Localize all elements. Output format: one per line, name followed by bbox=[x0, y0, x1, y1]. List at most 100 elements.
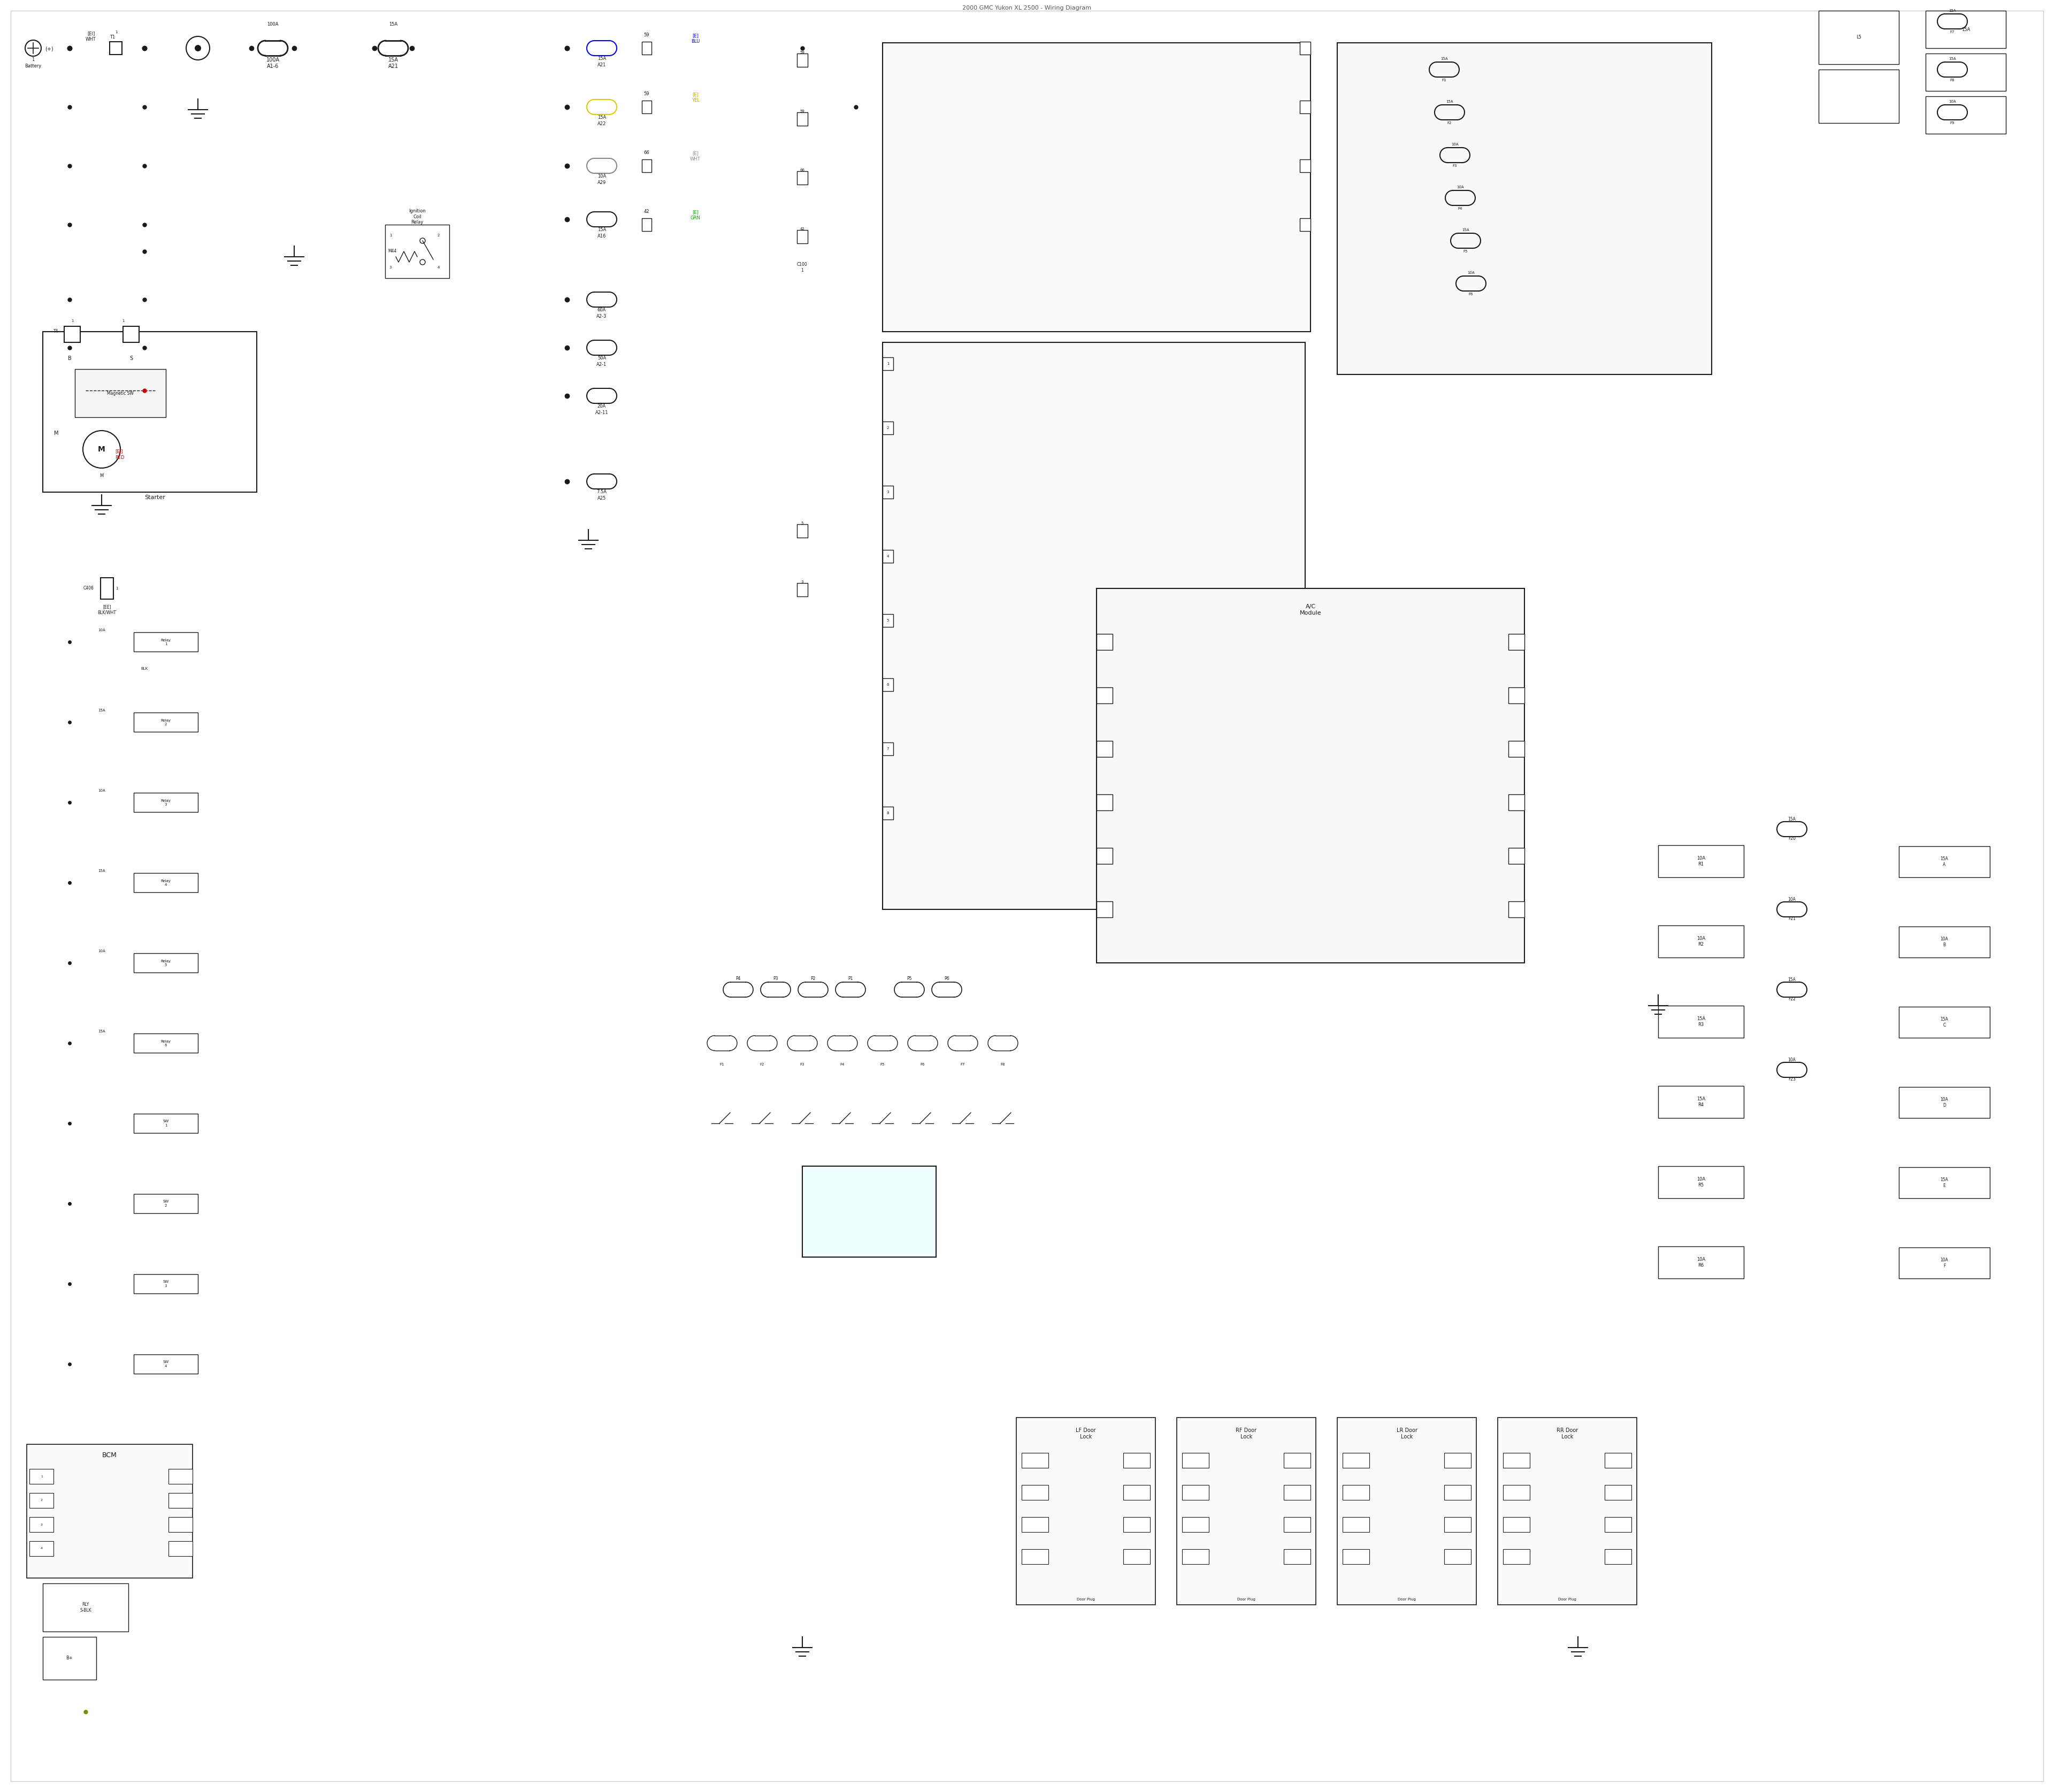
Text: P3: P3 bbox=[772, 977, 778, 982]
Text: 15A: 15A bbox=[1462, 228, 1469, 231]
Bar bbox=[29, 1541, 53, 1555]
Text: 10A
R5: 10A R5 bbox=[1697, 1177, 1705, 1188]
Bar bbox=[1658, 1167, 1744, 1199]
Text: BLK: BLK bbox=[142, 667, 148, 670]
Bar bbox=[1284, 1518, 1310, 1532]
Bar bbox=[883, 806, 893, 819]
Bar bbox=[1604, 1453, 1631, 1468]
Text: F6: F6 bbox=[920, 1063, 924, 1066]
Bar bbox=[168, 1469, 193, 1484]
Text: S: S bbox=[129, 357, 134, 360]
Text: 10A: 10A bbox=[99, 788, 105, 792]
Bar bbox=[134, 792, 197, 812]
Text: P1: P1 bbox=[848, 977, 852, 982]
Bar bbox=[134, 633, 197, 652]
Bar bbox=[1124, 1548, 1150, 1564]
Bar bbox=[1818, 70, 1898, 124]
Text: P4: P4 bbox=[735, 977, 741, 982]
Text: F8: F8 bbox=[1949, 79, 1955, 82]
Bar bbox=[797, 113, 807, 125]
Text: 10A: 10A bbox=[1787, 898, 1795, 901]
Text: Door Plug: Door Plug bbox=[1559, 1598, 1575, 1600]
Text: [E]
WHT: [E] WHT bbox=[690, 151, 700, 161]
Text: 3: 3 bbox=[390, 265, 392, 269]
Text: F5: F5 bbox=[1462, 249, 1469, 253]
Text: 7: 7 bbox=[887, 747, 889, 751]
Bar bbox=[883, 615, 893, 627]
Text: Relay
3: Relay 3 bbox=[160, 799, 170, 806]
Text: M: M bbox=[101, 473, 103, 478]
Text: 66: 66 bbox=[799, 168, 805, 172]
Bar bbox=[1508, 688, 1524, 704]
Bar bbox=[101, 577, 113, 599]
Text: 1: 1 bbox=[887, 362, 889, 366]
Text: Starter: Starter bbox=[144, 495, 166, 500]
Bar bbox=[1508, 901, 1524, 918]
Bar bbox=[1898, 846, 1990, 878]
Bar bbox=[1444, 1486, 1471, 1500]
Text: [EI]
WHT: [EI] WHT bbox=[86, 30, 97, 41]
Text: A1-6: A1-6 bbox=[267, 65, 279, 70]
Bar bbox=[1021, 1548, 1048, 1564]
Bar bbox=[64, 326, 80, 342]
Text: F7: F7 bbox=[1949, 30, 1955, 34]
Bar bbox=[1504, 1548, 1530, 1564]
Text: 15A: 15A bbox=[1949, 57, 1955, 61]
Bar bbox=[1300, 41, 1310, 54]
Text: RR Door
Lock: RR Door Lock bbox=[1557, 1428, 1577, 1439]
Bar bbox=[1343, 1486, 1370, 1500]
Bar bbox=[1818, 11, 1898, 65]
Bar bbox=[1658, 1086, 1744, 1118]
Text: F5: F5 bbox=[881, 1063, 885, 1066]
Bar bbox=[1504, 1518, 1530, 1532]
Text: Relay
4: Relay 4 bbox=[160, 880, 170, 885]
Text: 50A: 50A bbox=[598, 357, 606, 360]
Text: Relay
6: Relay 6 bbox=[160, 1039, 170, 1047]
Text: 42: 42 bbox=[643, 210, 649, 215]
Bar bbox=[168, 1518, 193, 1532]
Text: F1: F1 bbox=[1442, 79, 1446, 82]
Bar bbox=[1017, 1417, 1154, 1606]
Text: Relay
5: Relay 5 bbox=[160, 959, 170, 966]
Text: 59: 59 bbox=[799, 50, 805, 54]
Text: 2: 2 bbox=[41, 1500, 43, 1502]
Bar bbox=[797, 54, 807, 66]
Text: 15A: 15A bbox=[99, 710, 105, 711]
Bar bbox=[29, 1493, 53, 1507]
Text: 15A: 15A bbox=[598, 228, 606, 233]
Text: Door Plug: Door Plug bbox=[1076, 1598, 1095, 1600]
Bar bbox=[134, 1355, 197, 1374]
Bar bbox=[1898, 1007, 1990, 1038]
Bar bbox=[1097, 588, 1524, 962]
Bar bbox=[1300, 219, 1310, 231]
Bar bbox=[641, 41, 651, 54]
Bar bbox=[1300, 159, 1310, 172]
Bar bbox=[1337, 1417, 1477, 1606]
Bar bbox=[803, 1167, 937, 1256]
Bar bbox=[641, 219, 651, 231]
Text: 42: 42 bbox=[799, 228, 805, 231]
Bar bbox=[883, 486, 893, 498]
Bar bbox=[797, 172, 807, 185]
Bar bbox=[1183, 1518, 1210, 1532]
Bar bbox=[1658, 846, 1744, 878]
Bar bbox=[123, 326, 140, 342]
Text: B+: B+ bbox=[66, 1656, 74, 1661]
Text: 10A
R2: 10A R2 bbox=[1697, 935, 1705, 946]
Text: BCM: BCM bbox=[103, 1452, 117, 1459]
Bar bbox=[1183, 1548, 1210, 1564]
Text: [E]
GRN: [E] GRN bbox=[690, 210, 700, 220]
Bar bbox=[1097, 688, 1113, 704]
Text: 1: 1 bbox=[115, 586, 117, 590]
Bar bbox=[1898, 1167, 1990, 1199]
Text: 15A
R4: 15A R4 bbox=[1697, 1097, 1705, 1107]
Bar bbox=[1284, 1548, 1310, 1564]
Text: M: M bbox=[53, 430, 58, 435]
Text: M44: M44 bbox=[388, 249, 396, 254]
Text: P2: P2 bbox=[811, 977, 815, 982]
Text: 10A: 10A bbox=[1452, 143, 1458, 145]
Text: 2: 2 bbox=[887, 426, 889, 430]
Text: A16: A16 bbox=[598, 235, 606, 238]
Bar bbox=[43, 332, 257, 493]
Text: 1: 1 bbox=[115, 30, 117, 34]
